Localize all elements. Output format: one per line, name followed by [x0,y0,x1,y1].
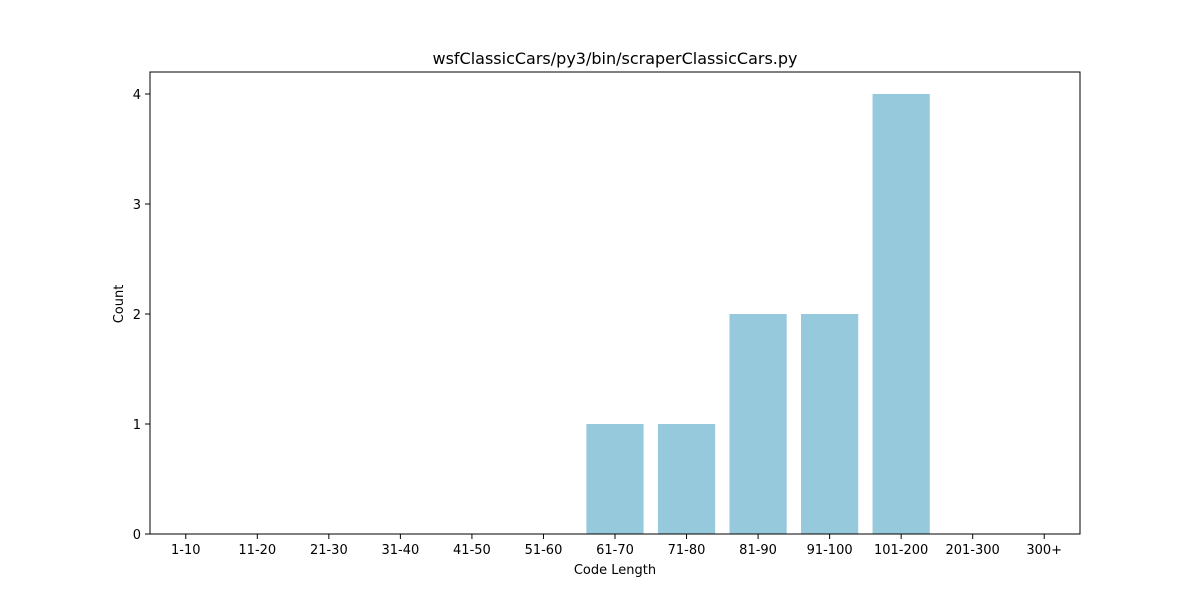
bar-61-70 [586,424,644,534]
x-tick-label: 11-20 [238,543,276,558]
chart-title: wsfClassicCars/py3/bin/scraperClassicCar… [432,49,797,68]
y-tick-label: 1 [133,418,141,433]
x-tick-label: 1-10 [171,543,201,558]
bar-71-80 [657,424,716,534]
y-axis-ticks: 0 1 2 3 4 [133,88,150,543]
x-tick-label: 31-40 [381,543,419,558]
x-axis-ticks: 1-10 11-20 21-30 31-40 41-50 51-60 61-70 71-80 8… [171,534,1062,558]
bars-group [586,94,930,534]
y-tick-label: 0 [133,528,141,543]
y-tick-label: 2 [133,308,141,323]
x-tick-label: 41-50 [453,543,491,558]
y-tick-label: 4 [133,88,141,103]
x-tick-label: 61-70 [596,543,634,558]
bar-101-200 [872,94,930,534]
x-axis-label: Code Length [574,563,656,578]
y-axis-label: Count [112,285,127,324]
x-tick-label: 81-90 [739,543,777,558]
x-tick-label: 91-100 [807,543,853,558]
x-tick-label: 101-200 [874,543,928,558]
x-tick-label: 201-300 [946,543,1000,558]
x-tick-label: 21-30 [310,543,348,558]
x-tick-label: 300+ [1026,543,1062,558]
bar-91-100 [801,314,859,534]
bar-81-90 [729,314,787,534]
y-tick-label: 3 [133,198,141,213]
plot-area-frame [149,71,1081,535]
x-tick-label: 51-60 [525,543,563,558]
x-tick-label: 71-80 [668,543,706,558]
